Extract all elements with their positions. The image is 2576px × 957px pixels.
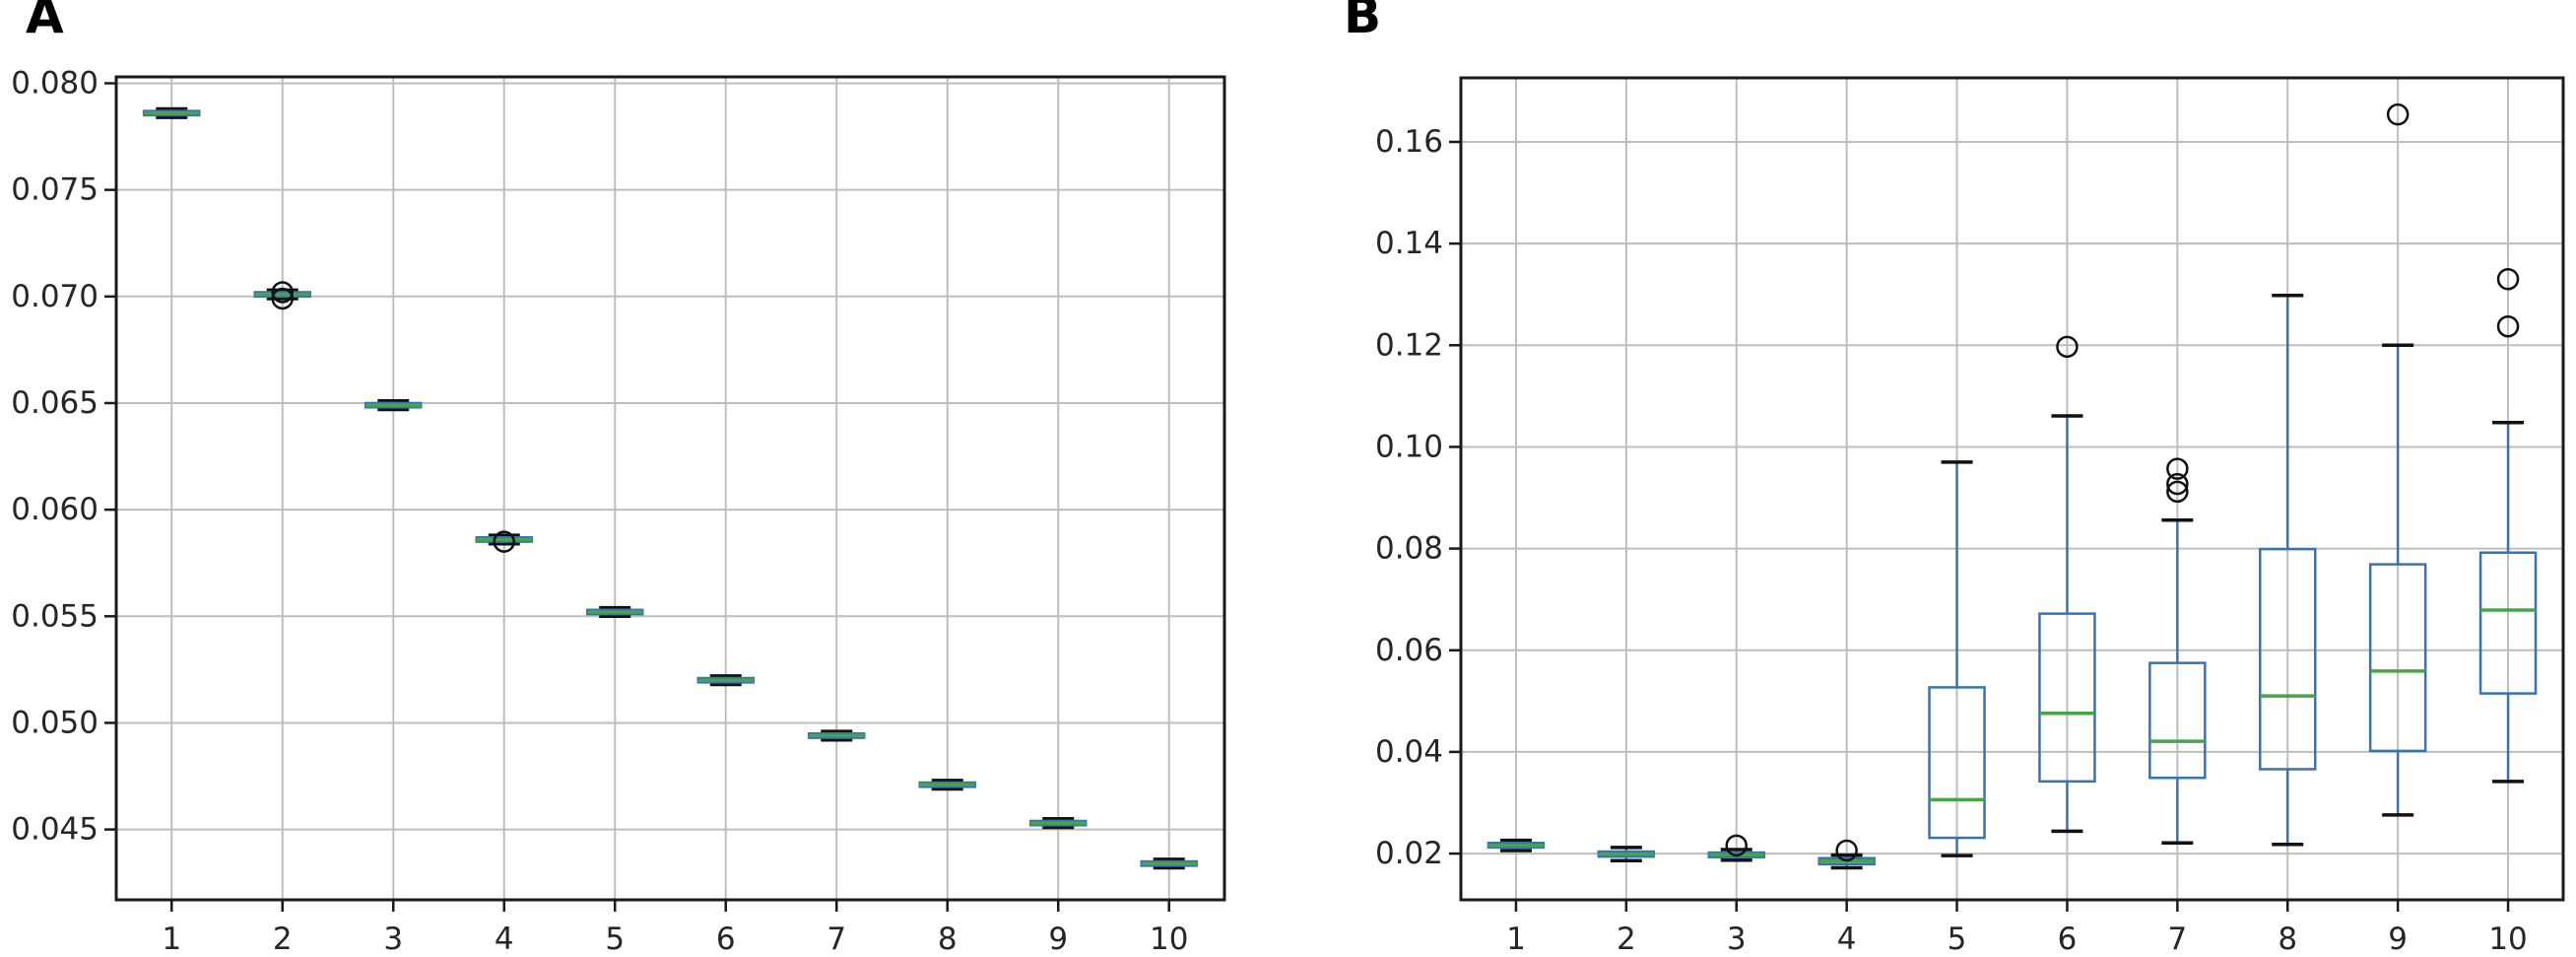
outlier-marker bbox=[1835, 839, 1858, 862]
axes-frame-B bbox=[1459, 76, 2565, 902]
outlier-marker bbox=[271, 281, 294, 304]
ticks-B: 1 2 3 4 5 6 7 8 9 10 0.16 0.14 0.12 0.10 0.08 0.06 0.04 0… bbox=[1375, 124, 2528, 957]
y-tick-label-A: 0.060 bbox=[11, 492, 99, 527]
grid-B bbox=[1461, 78, 2563, 900]
iqr-box bbox=[2259, 547, 2317, 771]
x-tick-label-A: 4 bbox=[495, 922, 514, 957]
iqr-box bbox=[2478, 551, 2538, 695]
box-group-A-2 bbox=[253, 281, 311, 310]
outlier-marker bbox=[493, 530, 515, 553]
x-tick-label-B: 2 bbox=[1617, 922, 1636, 957]
outlier-marker bbox=[2496, 314, 2520, 338]
grid-A bbox=[116, 77, 1224, 900]
iqr-box bbox=[2038, 612, 2096, 784]
outlier-marker bbox=[2386, 103, 2410, 126]
iqr-box bbox=[2368, 563, 2427, 753]
box-group-B-8 bbox=[2259, 293, 2317, 847]
x-tick-label-A: 3 bbox=[383, 922, 403, 957]
box-group-A-8 bbox=[918, 779, 976, 791]
y-tick-label-A: 0.075 bbox=[11, 172, 99, 208]
outlier-marker bbox=[2056, 335, 2079, 359]
y-tick-label-B: 0.04 bbox=[1375, 734, 1443, 770]
boxes-B bbox=[1486, 103, 2538, 870]
x-tick-label-B: 3 bbox=[1727, 922, 1747, 957]
box-group-B-2 bbox=[1597, 846, 1656, 863]
y-tick-label-A: 0.080 bbox=[11, 65, 99, 101]
y-tick-label-B: 0.14 bbox=[1375, 226, 1443, 261]
x-tick-label-A: 6 bbox=[716, 922, 736, 957]
x-tick-label-B: 5 bbox=[1948, 922, 1967, 957]
x-tick-label-A: 5 bbox=[605, 922, 625, 957]
y-tick-label-A: 0.055 bbox=[11, 598, 99, 634]
panel-B: 1 2 3 4 5 6 7 8 9 10 0.16 0.14 0.12 0.10 0.08 0.06 0.04 0… bbox=[1375, 76, 2565, 957]
x-tick-label-B: 8 bbox=[2278, 922, 2297, 957]
x-tick-label-A: 8 bbox=[938, 922, 958, 957]
box-group-B-9 bbox=[2368, 103, 2427, 817]
outlier-marker bbox=[2166, 472, 2189, 496]
y-tick-label-B: 0.16 bbox=[1375, 124, 1443, 160]
box-group-B-6 bbox=[2038, 335, 2096, 834]
y-tick-label-B: 0.06 bbox=[1375, 633, 1443, 668]
x-tick-label-A: 1 bbox=[162, 922, 181, 957]
box-group-B-4 bbox=[1817, 839, 1876, 870]
y-tick-label-A: 0.065 bbox=[11, 385, 99, 421]
box-group-A-1 bbox=[143, 106, 201, 119]
box-group-B-3 bbox=[1707, 834, 1765, 862]
x-tick-label-B: 6 bbox=[2058, 922, 2078, 957]
box-group-A-4 bbox=[475, 530, 533, 553]
box-group-A-10 bbox=[1140, 857, 1198, 870]
panel-label-b: B bbox=[1344, 0, 1382, 44]
x-tick-label-B: 1 bbox=[1506, 922, 1526, 957]
x-tick-label-B: 10 bbox=[2488, 922, 2527, 957]
panel-A: 1 2 3 4 5 6 7 8 9 10 0.080 0.075 0.070 0.065 0.060 0.05… bbox=[11, 65, 1226, 957]
y-tick-label-A: 0.045 bbox=[11, 812, 99, 848]
outlier-marker bbox=[271, 287, 294, 310]
iqr-box bbox=[1928, 686, 1986, 840]
ticks-A: 1 2 3 4 5 6 7 8 9 10 0.080 0.075 0.070 0.065 0.060 0.05… bbox=[11, 65, 1188, 957]
outlier-marker bbox=[2166, 480, 2189, 504]
x-tick-label-A: 9 bbox=[1048, 922, 1068, 957]
x-tick-label-A: 10 bbox=[1150, 922, 1188, 957]
boxes-A bbox=[143, 106, 1198, 870]
box-group-B-10 bbox=[2478, 267, 2538, 784]
box-group-A-3 bbox=[364, 399, 423, 412]
box-group-A-7 bbox=[808, 729, 866, 742]
axes-frame-A bbox=[114, 75, 1226, 902]
outlier-marker bbox=[1725, 834, 1748, 857]
box-group-A-6 bbox=[696, 674, 755, 687]
outlier-marker bbox=[2496, 267, 2520, 291]
box-group-B-7 bbox=[2148, 457, 2207, 845]
y-tick-label-B: 0.12 bbox=[1375, 327, 1443, 363]
x-tick-label-A: 2 bbox=[273, 922, 293, 957]
y-tick-label-B: 0.02 bbox=[1375, 836, 1443, 871]
box-group-B-1 bbox=[1486, 838, 1546, 853]
box-group-A-5 bbox=[586, 605, 644, 619]
iqr-box bbox=[2148, 661, 2207, 780]
y-tick-label-A: 0.070 bbox=[11, 279, 99, 314]
x-tick-label-B: 9 bbox=[2388, 922, 2408, 957]
box-group-B-5 bbox=[1928, 460, 1986, 857]
y-tick-label-A: 0.050 bbox=[11, 705, 99, 740]
y-tick-label-B: 0.10 bbox=[1375, 429, 1443, 464]
outlier-marker bbox=[2166, 457, 2189, 480]
x-tick-label-B: 7 bbox=[2167, 922, 2187, 957]
x-tick-label-B: 4 bbox=[1837, 922, 1857, 957]
panel-label-a: A bbox=[26, 0, 64, 44]
y-tick-label-B: 0.08 bbox=[1375, 531, 1443, 567]
x-tick-label-A: 7 bbox=[826, 922, 846, 957]
box-group-A-9 bbox=[1029, 817, 1088, 830]
